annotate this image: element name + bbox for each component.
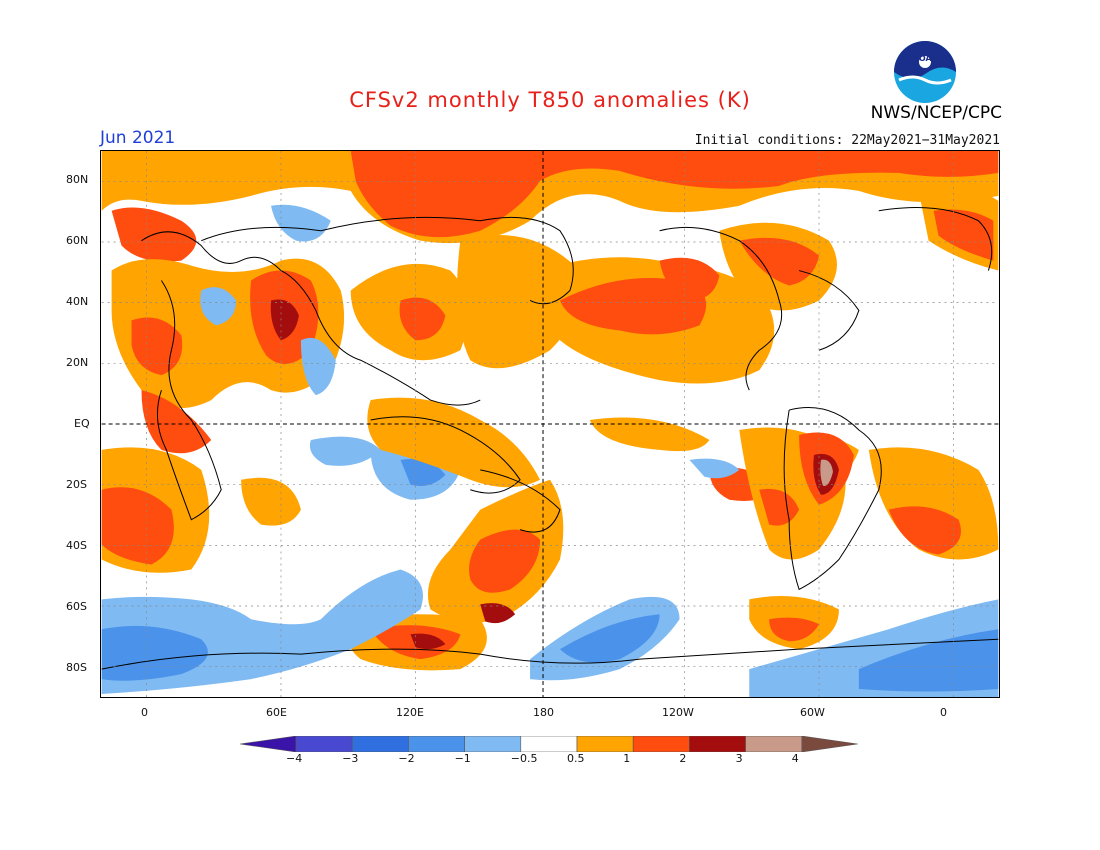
colorbar-tick-label: −3 [342, 752, 359, 765]
lon-label-60e: 60E [266, 706, 287, 719]
colorbar-min-triangle [240, 736, 297, 752]
chart-title: CFSv2 monthly T850 anomalies (K) [349, 88, 751, 112]
lat-label-80n: 80N [66, 173, 89, 186]
noaa-logo-text: NOAA [912, 54, 938, 63]
agency-label: NWS/NCEP/CPC [870, 103, 1002, 123]
initial-conditions-label: Initial conditions: 22May2021−31May2021 [694, 133, 1000, 148]
colorbar-swatch [464, 736, 522, 752]
lat-label-20s: 20S [66, 478, 87, 491]
colorbar [240, 736, 858, 752]
valid-month-label: Jun 2021 [100, 128, 176, 148]
colorbar-max-triangle [801, 736, 858, 752]
colorbar-swatch [632, 736, 690, 752]
lat-label-20n: 20N [66, 356, 89, 369]
lon-label-180: 180 [533, 706, 554, 719]
colorbar-swatch [576, 736, 634, 752]
lat-label-80s: 80S [66, 661, 87, 674]
lat-label-40n: 40N [66, 295, 89, 308]
lon-label-0-east: 0 [940, 706, 947, 719]
colorbar-swatch [689, 736, 746, 752]
noaa-logo: NOAA [894, 41, 956, 103]
colorbar-tick-label: 0.5 [567, 752, 585, 765]
lon-label-120e: 120E [396, 706, 424, 719]
equator-dateline [101, 151, 999, 697]
colorbar-tick-label: −1 [454, 752, 471, 765]
colorbar-swatch [295, 736, 353, 752]
colorbar-tick-label: −4 [286, 752, 303, 765]
coastlines [101, 206, 999, 670]
colorbar-tick-label: −0.5 [510, 752, 538, 765]
lat-label-60n: 60N [66, 234, 89, 247]
lat-label-40s: 40S [66, 539, 87, 552]
colorbar-swatch [351, 736, 409, 752]
colorbar-swatch [408, 736, 465, 752]
lon-label-120w: 120W [662, 706, 694, 719]
colorbar-tick-label: 3 [735, 752, 743, 765]
colorbar-tick-label: 1 [623, 752, 631, 765]
graticule [101, 151, 999, 697]
colorbar-tick-label: 2 [679, 752, 687, 765]
lon-label-0-west: 0 [141, 706, 148, 719]
colorbar-swatch [745, 736, 803, 752]
anomaly-map [100, 150, 1000, 698]
lat-label-60s: 60S [66, 600, 87, 613]
lat-label-eq: EQ [74, 417, 90, 430]
colorbar-tick-label: 4 [791, 752, 799, 765]
colorbar-tick-label: −2 [398, 752, 415, 765]
lon-label-60w: 60W [800, 706, 825, 719]
colorbar-swatch [520, 736, 578, 752]
anomaly-field [101, 151, 999, 697]
